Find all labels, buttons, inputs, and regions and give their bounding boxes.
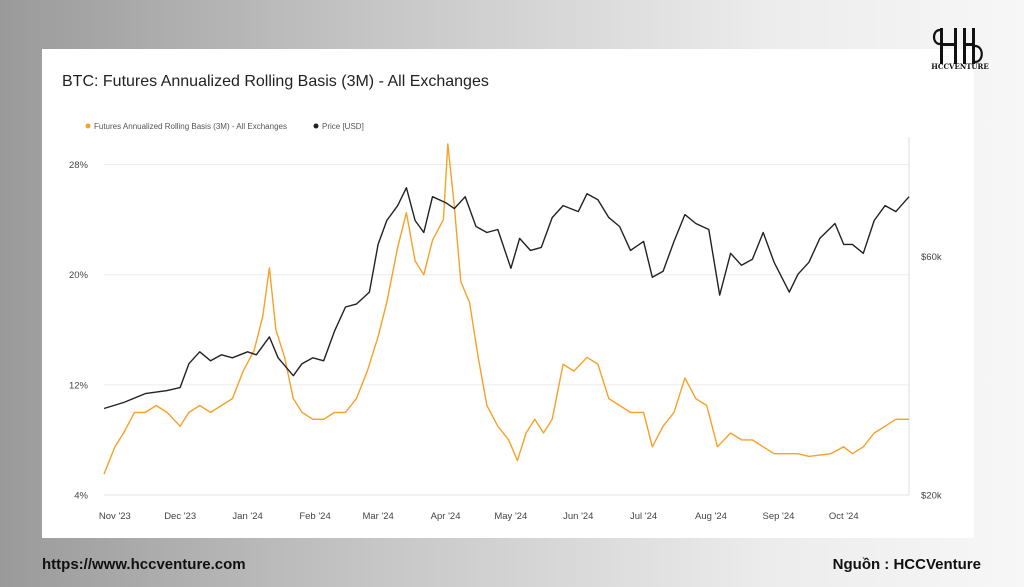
- legend-label-basis: Futures Annualized Rolling Basis (3M) - …: [94, 122, 287, 131]
- legend-dot-basis: [85, 123, 91, 129]
- series-line-basis: [103, 143, 909, 475]
- legend-label-price: Price [USD]: [322, 122, 364, 131]
- x-tick-label: Jun '24: [563, 511, 593, 522]
- chart-svg: 4% 12% 20% 28% $20k $60k Nov '23 Dec '23 Jan '…: [69, 122, 942, 522]
- y-left-tick-label: 20%: [69, 270, 89, 281]
- y-right-tick-label: $60k: [921, 252, 942, 263]
- x-axis-ticks: Nov '23 Dec '23 Jan '24 Feb '24 Mar '24 Apr '…: [99, 511, 859, 522]
- x-tick-label: Apr '24: [431, 511, 461, 522]
- y-left-tick-label: 12%: [69, 380, 89, 391]
- chart-card: BTC: Futures Annualized Rolling Basis (3…: [42, 49, 974, 538]
- grid-lines: [104, 137, 910, 496]
- x-tick-label: Feb '24: [299, 511, 330, 522]
- x-tick-label: Jan '24: [232, 511, 262, 522]
- x-tick-label: Oct '24: [829, 511, 859, 522]
- source-credit: Nguồn : HCCVenture: [832, 556, 981, 573]
- chart-title: BTC: Futures Annualized Rolling Basis (3…: [62, 73, 489, 90]
- x-tick-label: Dec '23: [164, 511, 196, 522]
- x-tick-label: Aug '24: [695, 511, 727, 522]
- y-left-tick-label: 4%: [74, 491, 88, 502]
- x-tick-label: May '24: [494, 511, 527, 522]
- legend: Futures Annualized Rolling Basis (3M) - …: [85, 122, 364, 131]
- y-right-ticks: $20k $60k: [921, 252, 942, 502]
- x-tick-label: Jul '24: [630, 511, 657, 522]
- hcc-logo-mark: [932, 28, 983, 64]
- website-url[interactable]: https://www.hccventure.com: [42, 556, 246, 573]
- x-tick-label: Nov '23: [99, 511, 131, 522]
- series-lines: [103, 143, 910, 475]
- y-left-ticks: 4% 12% 20% 28%: [69, 160, 89, 501]
- y-left-tick-label: 28%: [69, 160, 89, 171]
- x-tick-label: Sep '24: [762, 511, 794, 522]
- x-tick-label: Mar '24: [362, 511, 393, 522]
- y-right-tick-label: $20k: [921, 491, 942, 502]
- logo-text: HCCVENTURE: [931, 62, 989, 71]
- legend-dot-price: [313, 123, 319, 129]
- series-line-price: [103, 187, 910, 410]
